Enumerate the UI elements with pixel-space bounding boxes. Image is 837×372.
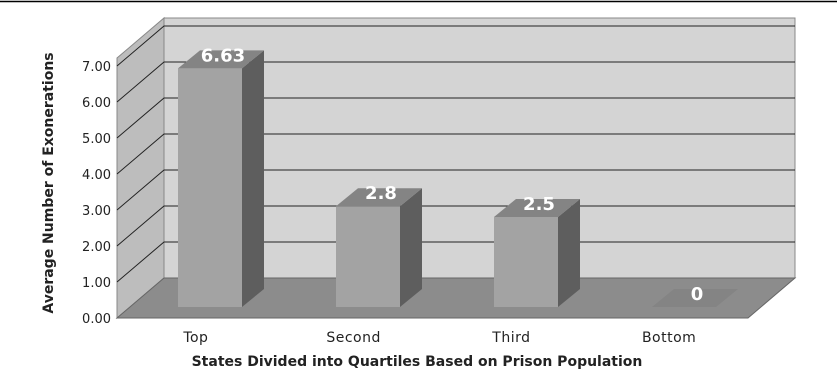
x-tick-label: Third: [491, 330, 530, 346]
bar-group: 0: [652, 284, 738, 307]
gridline: [116, 241, 795, 283]
x-tick-label: Top: [182, 330, 208, 346]
bar: [494, 217, 558, 307]
bar-group: 2.5: [494, 194, 580, 307]
y-tick-label: 5.00: [82, 132, 111, 147]
chart-walls: [115, 16, 797, 320]
grid-lines: [116, 25, 795, 283]
y-axis-title: Average Number of Exonerations: [41, 52, 57, 313]
gridline: [116, 133, 795, 175]
bar-side: [242, 50, 264, 307]
x-tick-label: Bottom: [642, 330, 696, 346]
bar-top: [494, 199, 580, 217]
bar: [178, 68, 242, 307]
bar-top: [178, 50, 264, 69]
y-tick-label: 2.00: [82, 240, 111, 255]
x-axis-title: States Divided into Quartiles Based on P…: [192, 354, 643, 370]
y-tick-label: 7.00: [82, 60, 111, 75]
y-tick-label: 4.00: [82, 168, 111, 183]
data-label: 2.5: [523, 194, 555, 215]
x-axis-ticks: Top Second Third Bottom: [182, 330, 696, 346]
floor: [115, 277, 797, 319]
y-tick-label: 1.00: [82, 276, 111, 291]
gridline: [116, 205, 795, 247]
y-tick-label: 0.00: [82, 312, 111, 327]
bar-top: [652, 289, 738, 307]
bar-side: [400, 188, 422, 307]
bar-group: 6.63: [178, 45, 264, 307]
bars: 6.63 2.8 2.5 0: [178, 45, 738, 307]
bar-top: [336, 188, 422, 207]
gridline: [116, 169, 795, 211]
x-tick-label: Second: [326, 330, 381, 346]
gridline: [116, 25, 795, 67]
data-label: 6.63: [201, 45, 245, 66]
bar-side: [558, 199, 580, 307]
y-tick-label: 6.00: [82, 96, 111, 111]
y-tick-label: 3.00: [82, 204, 111, 219]
gridline: [116, 61, 795, 103]
y-axis-ticks: 0.00 1.00 2.00 3.00 4.00 5.00 6.00 7.00: [82, 60, 111, 327]
bar: [336, 206, 400, 307]
gridline: [116, 97, 795, 139]
bar-group: 2.8: [336, 183, 422, 307]
data-label: 0: [691, 284, 704, 305]
data-label: 2.8: [365, 183, 397, 204]
